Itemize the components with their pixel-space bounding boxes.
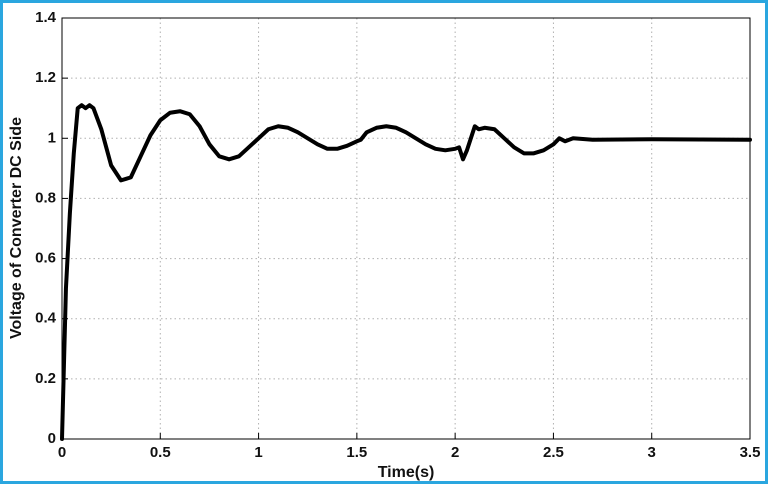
- y-axis-label: Voltage of Converter DC Side: [8, 117, 25, 339]
- x-axis-label: Time(s): [378, 464, 435, 481]
- y-tick-label: 0.4: [35, 310, 57, 327]
- plot-area: [61, 17, 751, 440]
- y-tick-label: 0.6: [35, 250, 56, 267]
- x-tick-label: 1: [254, 444, 262, 461]
- y-tick-label: 0.8: [35, 189, 56, 206]
- x-tick-label: 0: [58, 444, 66, 461]
- y-tick-label: 1: [48, 129, 56, 146]
- x-tick-label: 0.5: [150, 444, 171, 461]
- x-tick-label: 1.5: [346, 444, 367, 461]
- x-tick-label: 3.5: [740, 444, 761, 461]
- x-tick-label: 2: [451, 444, 459, 461]
- y-tick-label: 1.4: [35, 9, 57, 26]
- y-tick-label: 0.2: [35, 370, 56, 387]
- x-tick-label: 2.5: [543, 444, 564, 461]
- y-tick-label: 1.2: [35, 69, 56, 86]
- y-tick-label: 0: [48, 430, 56, 447]
- x-tick-label: 3: [648, 444, 656, 461]
- data-line: [60, 103, 752, 441]
